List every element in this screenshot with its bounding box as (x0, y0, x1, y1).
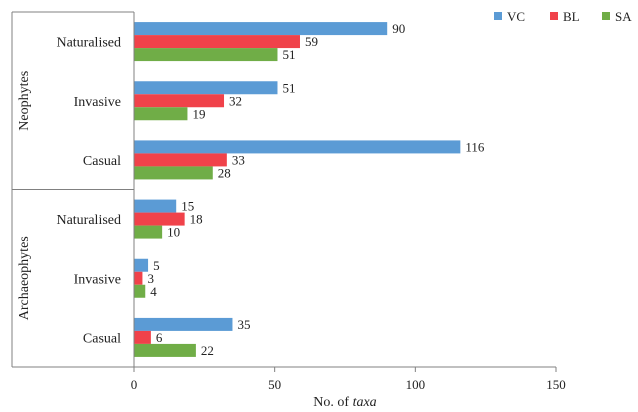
bar-vc-0-2 (134, 140, 461, 154)
bar-bl-0-1 (134, 94, 225, 108)
bar-vc-0-1 (134, 81, 278, 95)
data-label-sa-0-0: 51 (282, 47, 295, 62)
legend-label-bl: BL (563, 9, 580, 24)
category-label-0-1: Invasive (74, 95, 121, 110)
data-label-bl-0-2: 33 (232, 152, 245, 167)
bar-sa-1-0 (134, 225, 163, 239)
legend-label-sa: SA (615, 9, 632, 24)
bar-bl-1-1 (134, 271, 143, 285)
bar-bl-0-2 (134, 153, 227, 167)
category-label-0-2: Casual (83, 154, 121, 169)
data-label-vc-0-0: 90 (392, 21, 405, 36)
bar-sa-0-2 (134, 166, 213, 180)
data-label-vc-1-0: 15 (181, 199, 194, 214)
data-label-vc-0-2: 116 (465, 139, 485, 154)
data-label-vc-1-1: 5 (153, 258, 160, 273)
bar-sa-1-2 (134, 343, 196, 357)
x-tick-label-150: 150 (546, 377, 566, 392)
x-tick-label-100: 100 (406, 377, 426, 392)
bar-sa-0-0 (134, 48, 278, 62)
data-label-bl-1-0: 18 (190, 212, 203, 227)
x-axis-title-part-1: taxa (353, 395, 377, 410)
data-label-sa-0-1: 19 (192, 106, 205, 121)
legend: VC BL SA (494, 9, 632, 24)
bar-vc-0-0 (134, 22, 388, 36)
bar-bl-1-2 (134, 330, 151, 344)
group-label-archaeophytes: Archaeophytes (17, 236, 32, 320)
data-label-bl-1-1: 3 (147, 271, 154, 286)
category-label-1-2: Casual (83, 331, 121, 346)
category-label-1-0: Naturalised (56, 213, 121, 228)
bar-bl-1-0 (134, 212, 185, 226)
data-label-sa-1-0: 10 (167, 225, 180, 240)
legend-swatch-sa (602, 12, 610, 20)
x-tick-label-50: 50 (268, 377, 281, 392)
group-label-neophytes: Neophytes (17, 71, 32, 131)
bar-sa-1-1 (134, 284, 146, 298)
x-tick-label-0: 0 (131, 377, 138, 392)
data-label-vc-0-1: 51 (282, 80, 295, 95)
data-label-bl-0-0: 59 (305, 34, 318, 49)
legend-label-vc: VC (507, 9, 525, 24)
category-label-0-0: Naturalised (56, 36, 121, 51)
x-axis-title: No. of taxa (313, 395, 376, 410)
axes-layer: 0 50 100 150 (11, 11, 566, 392)
bar-vc-1-1 (134, 258, 149, 272)
data-label-sa-0-2: 28 (218, 165, 231, 180)
bar-sa-0-1 (134, 107, 188, 121)
data-label-sa-1-1: 4 (150, 284, 157, 299)
x-axis-title-part-0: No. of (313, 395, 352, 410)
data-label-bl-0-1: 32 (229, 93, 242, 108)
data-label-bl-1-2: 6 (156, 330, 163, 345)
category-label-1-1: Invasive (74, 272, 121, 287)
bar-vc-1-0 (134, 199, 177, 213)
bar-vc-1-2 (134, 317, 233, 331)
data-label-sa-1-2: 22 (201, 343, 214, 358)
legend-swatch-vc (494, 12, 502, 20)
bar-bl-0-0 (134, 35, 300, 49)
legend-swatch-bl (550, 12, 558, 20)
data-label-vc-1-2: 35 (237, 317, 250, 332)
bars-layer (134, 22, 461, 357)
